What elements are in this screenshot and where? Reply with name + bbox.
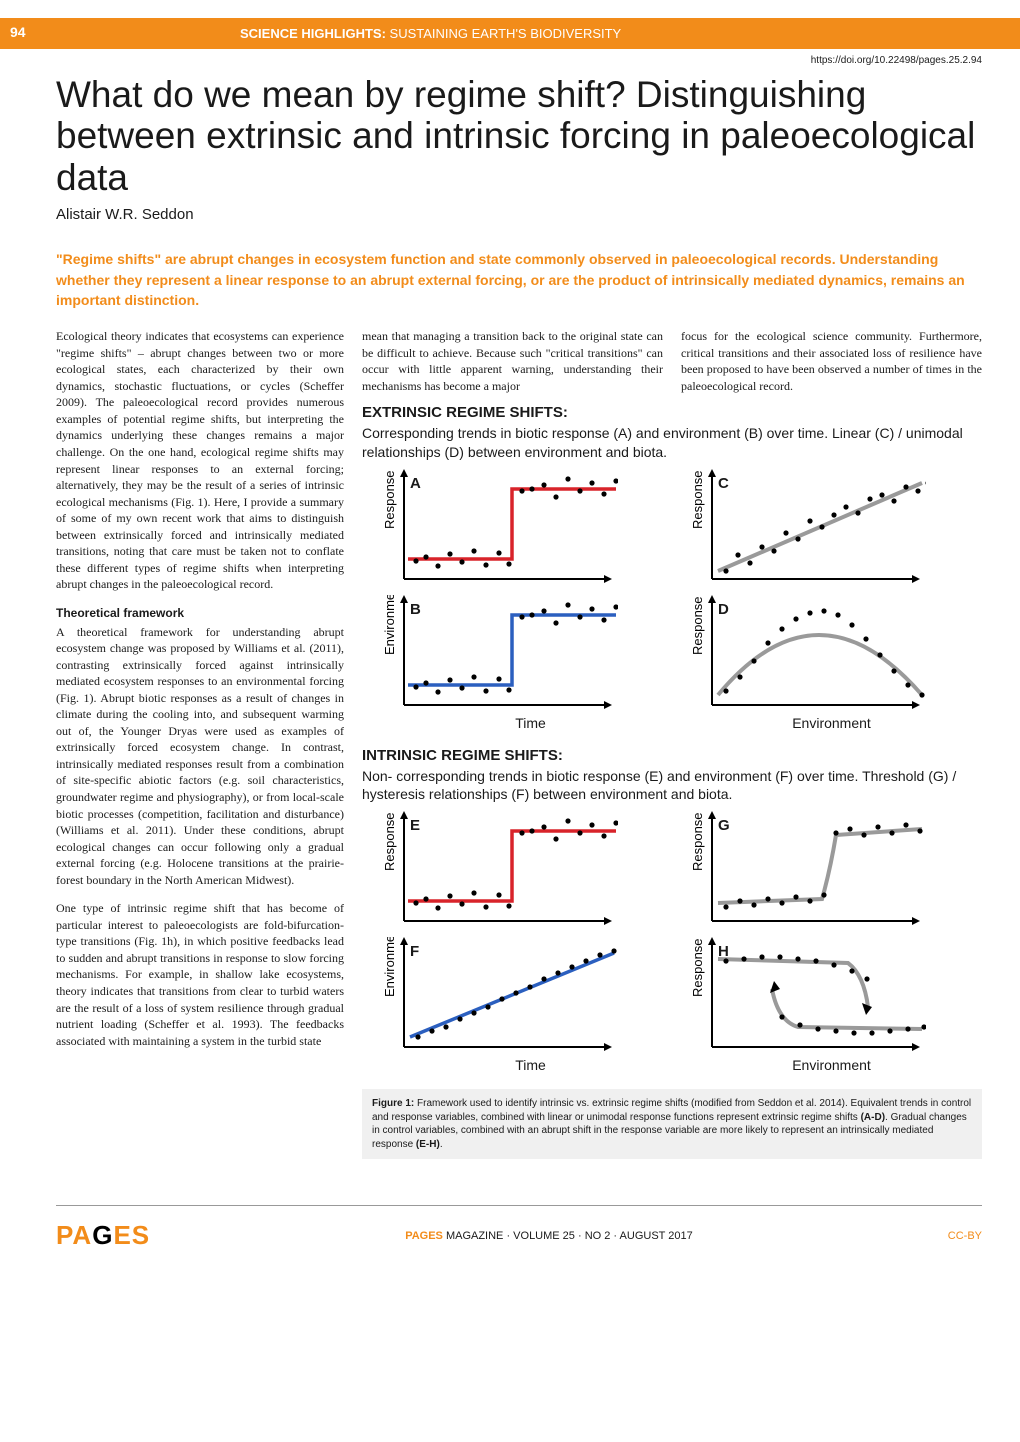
body-column-mid: mean that managing a transition back to … <box>362 328 663 394</box>
para-1: Ecological theory indicates that ecosyst… <box>56 328 344 593</box>
figure-caption: Figure 1: Framework used to identify int… <box>362 1089 982 1159</box>
section-header: SCIENCE HIGHLIGHTS: SUSTAINING EARTH'S B… <box>0 18 1020 49</box>
doi-link[interactable]: https://doi.org/10.22498/pages.25.2.94 <box>0 49 1020 66</box>
subhead-theoretical: Theoretical framework <box>56 605 344 622</box>
panel-label-d: D <box>718 601 729 618</box>
page-number: 94 <box>0 18 36 46</box>
panel-a: A Response <box>380 469 674 587</box>
panel-e: E Response <box>380 811 674 929</box>
svg-text:Response: Response <box>382 470 397 529</box>
intrinsic-heading: INTRINSIC REGIME SHIFTS: <box>362 747 982 764</box>
figure-1: EXTRINSIC REGIME SHIFTS: Corresponding t… <box>362 404 982 1159</box>
author-name: Alistair W.R. Seddon <box>56 206 982 223</box>
xaxis-env-1: Environment <box>681 715 982 731</box>
section-header-bold: SCIENCE HIGHLIGHTS: <box>240 26 386 41</box>
extrinsic-subheading: Corresponding trends in biotic response … <box>362 424 982 460</box>
svg-text:Response: Response <box>690 813 705 872</box>
panel-h: H Response <box>688 937 982 1055</box>
panel-label-h: H <box>718 943 729 960</box>
xaxis-time-2: Time <box>380 1057 681 1073</box>
article-title: What do we mean by regime shift? Disting… <box>56 74 982 198</box>
xaxis-time-1: Time <box>380 715 681 731</box>
footer-mag-rest: MAGAZINE · VOLUME 25 · NO 2 · AUGUST 201… <box>443 1230 693 1242</box>
para-2: A theoretical framework for understandin… <box>56 624 344 889</box>
panel-label-a: A <box>410 475 421 492</box>
panel-label-e: E <box>410 817 420 834</box>
svg-text:Response: Response <box>690 596 705 655</box>
panel-label-f: F <box>410 943 419 960</box>
caption-figlabel: Figure 1: <box>372 1098 414 1109</box>
panel-d: D Response <box>688 595 982 713</box>
footer-magazine-info: PAGES MAGAZINE · VOLUME 25 · NO 2 · AUGU… <box>405 1230 693 1242</box>
panel-f: F Environment <box>380 937 674 1055</box>
svg-text:Response: Response <box>690 470 705 529</box>
panel-label-b: B <box>410 601 421 618</box>
svg-text:Response: Response <box>690 939 705 998</box>
panel-g: G Response <box>688 811 982 929</box>
para-3: One type of intrinsic regime shift that … <box>56 900 344 1049</box>
svg-text:Environment: Environment <box>382 595 397 655</box>
body-column-left: Ecological theory indicates that ecosyst… <box>56 328 344 1159</box>
svg-text:Response: Response <box>382 813 397 872</box>
body-column-right: focus for the ecological science communi… <box>681 328 982 394</box>
section-header-rest: SUSTAINING EARTH'S BIODIVERSITY <box>386 26 621 41</box>
extrinsic-heading: EXTRINSIC REGIME SHIFTS: <box>362 404 982 421</box>
abstract: "Regime shifts" are abrupt changes in ec… <box>56 249 982 310</box>
intrinsic-subheading: Non- corresponding trends in biotic resp… <box>362 767 982 803</box>
xaxis-env-2: Environment <box>681 1057 982 1073</box>
panel-c: C Response <box>688 469 982 587</box>
svg-text:Environment: Environment <box>382 937 397 997</box>
panel-label-g: G <box>718 817 730 834</box>
panel-label-c: C <box>718 475 729 492</box>
footer-mag-bold: PAGES <box>405 1230 443 1242</box>
panel-b: B Environment <box>380 595 674 713</box>
pages-logo: PAGES <box>56 1220 150 1251</box>
license-ccby: CC-BY <box>948 1230 982 1242</box>
page-footer: PAGES PAGES MAGAZINE · VOLUME 25 · NO 2 … <box>56 1205 982 1273</box>
